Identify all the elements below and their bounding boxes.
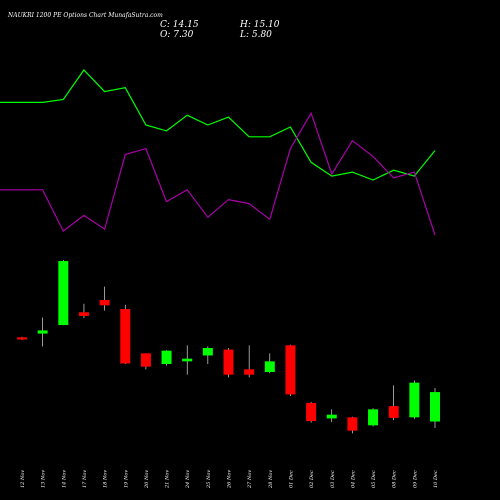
close-label: C: 14.15 (160, 20, 199, 30)
candle-body (368, 409, 378, 425)
x-tick-label: 17 Nov (82, 470, 88, 488)
x-tick-label: 13 Nov (41, 470, 47, 488)
candle-body (162, 351, 172, 364)
candle-body (203, 348, 213, 355)
x-tick-label: 09 Dec (412, 470, 418, 488)
candle-body (327, 415, 337, 419)
candle-body (141, 353, 151, 366)
candle-body (58, 261, 68, 325)
x-tick-label: 01 Dec (288, 470, 294, 488)
x-tick-label: 27 Nov (247, 470, 253, 489)
x-tick-label: 14 Nov (61, 470, 67, 488)
x-tick-label: 20 Nov (144, 470, 150, 489)
chart-title: NAUKRI 1200 PE Options Chart MunafaSutra… (7, 12, 163, 19)
candle-body (224, 350, 234, 375)
x-tick-label: 24 Nov (185, 470, 191, 489)
candle-body (79, 312, 89, 316)
candle-body (430, 392, 440, 421)
x-tick-label: 28 Nov (268, 470, 274, 489)
candle-body (120, 309, 130, 363)
x-tick-label: 08 Dec (392, 470, 398, 488)
x-tick-label: 05 Dec (371, 470, 377, 488)
x-tick-label: 21 Nov (165, 470, 171, 489)
candle-body (306, 403, 316, 421)
x-tick-label: 04 Dec (350, 470, 356, 488)
candle-body (100, 300, 110, 305)
candle-body (265, 361, 275, 372)
x-tick-label: 03 Dec (330, 470, 336, 488)
x-tick-label: 02 Dec (309, 470, 315, 488)
high-label: H: 15.10 (239, 20, 280, 30)
x-tick-label: 26 Nov (227, 470, 233, 489)
candle-body (389, 406, 399, 418)
candle-body (409, 383, 419, 418)
x-tick-label: 18 Nov (103, 470, 109, 488)
candle-body (17, 337, 27, 339)
x-tick-label: 25 Nov (206, 470, 212, 489)
candle-body (285, 345, 295, 394)
x-tick-label: 10 Dec (433, 470, 439, 488)
open-label: O: 7.30 (160, 30, 194, 40)
x-tick-label: 12 Nov (20, 470, 26, 488)
candle-body (182, 359, 192, 362)
candle-body (38, 330, 48, 333)
low-label: L: 5.80 (239, 30, 272, 40)
candle-body (347, 417, 357, 430)
x-axis-ticks: 12 Nov 13 Nov 14 Nov 17 Nov 18 Nov 19 Nov 20 N… (20, 470, 439, 489)
candle-body (244, 369, 254, 374)
x-tick-label: 19 Nov (123, 470, 129, 488)
